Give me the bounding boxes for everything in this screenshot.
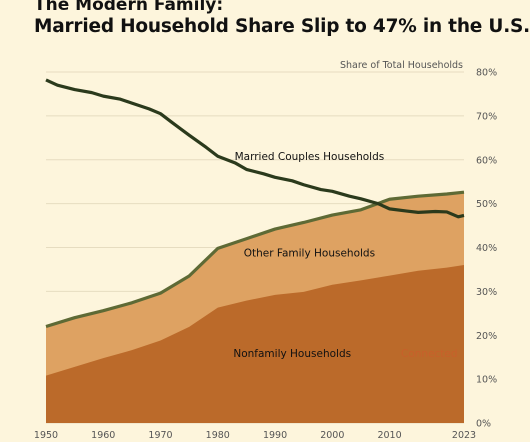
x-tick-2010: 2010 [377, 430, 401, 441]
stacked-areas [46, 192, 464, 423]
x-tick-2000: 2000 [320, 430, 344, 441]
x-tick-2023: 2023 [452, 430, 476, 441]
series-lines [45, 78, 465, 329]
y-axis-label: Share of Total Households [340, 60, 463, 71]
y-tick-0: 0% [476, 419, 491, 430]
line-family-total [45, 190, 465, 329]
y-tick-4: 40% [476, 243, 497, 254]
y-tick-5: 50% [476, 199, 497, 210]
title-line-1: The Modern Family: [34, 0, 224, 15]
series-annotations: Married Couples Households Other Family H… [233, 151, 457, 360]
y-tick-1: 10% [476, 375, 497, 386]
x-tick-1990: 1990 [263, 430, 287, 441]
chart-title: The Modern Family: Married Household Sha… [34, 0, 530, 38]
line-married-couples [45, 78, 465, 219]
y-tick-6: 60% [476, 155, 497, 166]
annotation-2: Nonfamily Households [233, 348, 351, 360]
y-tick-7: 70% [476, 111, 497, 122]
y-axis-ticks: 0% 10% 20% 30% 40% 50% 60% 70% 80% [476, 68, 497, 430]
y-tick-8: 80% [476, 68, 497, 79]
y-tick-2: 20% [476, 331, 497, 342]
annotation-0: Married Couples Households [235, 151, 385, 163]
x-tick-1950: 1950 [34, 430, 58, 441]
x-axis-ticks: 1950 1960 1970 1980 1990 2000 2010 2023 [34, 430, 476, 441]
x-tick-1970: 1970 [148, 430, 172, 441]
x-tick-1960: 1960 [91, 430, 115, 441]
x-tick-1980: 1980 [206, 430, 230, 441]
area-nonfamily [46, 265, 464, 423]
annotation-1: Other Family Households [244, 247, 375, 259]
annotation-3: Connected [401, 348, 458, 360]
y-tick-3: 30% [476, 287, 497, 298]
title-line-2: Married Household Share Slip to 47% in t… [34, 16, 530, 37]
